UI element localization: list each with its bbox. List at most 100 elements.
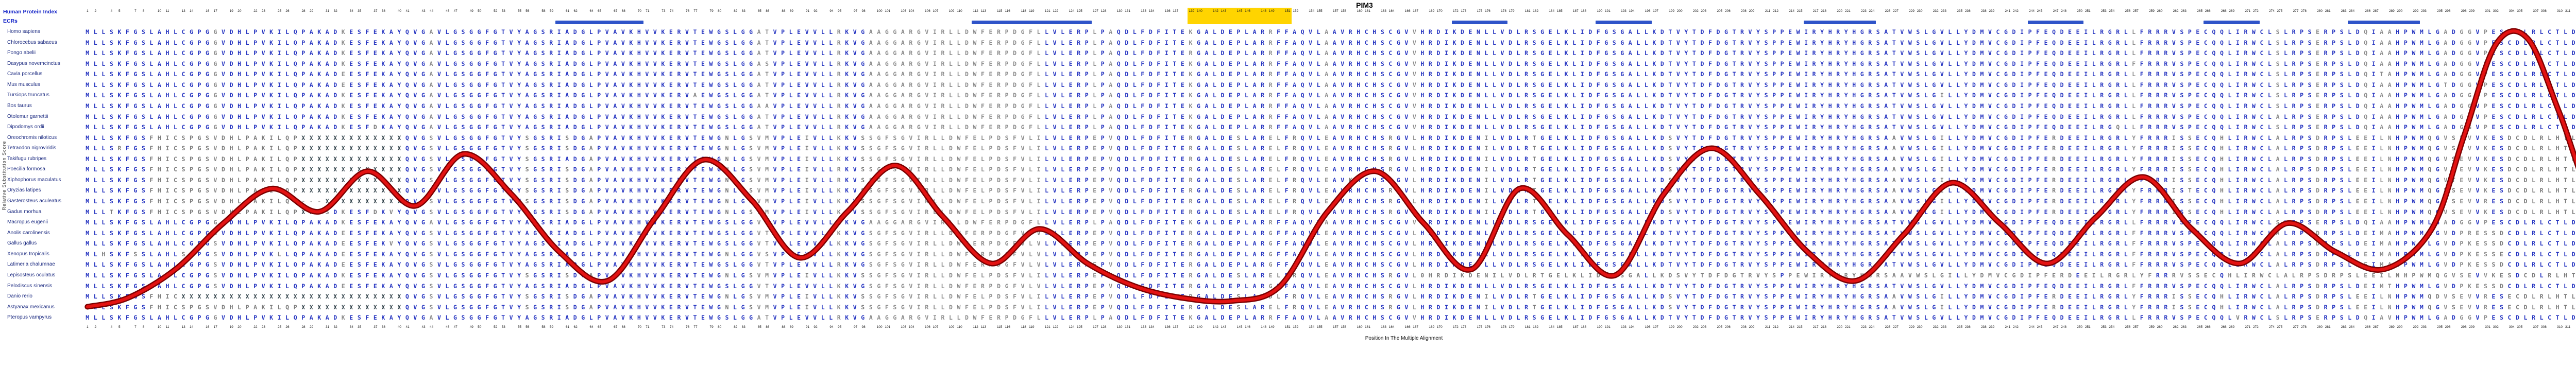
ecr-bar[interactable] (1451, 21, 1508, 24)
residue: A (901, 71, 905, 78)
residue: I (1804, 71, 1808, 78)
residue: G (741, 176, 745, 184)
ecr-bar[interactable] (971, 21, 1092, 24)
residue: C (1388, 81, 1393, 89)
residue: K (1189, 28, 1193, 36)
residue: L (149, 49, 154, 57)
residue: G (197, 145, 201, 152)
residue: Q (2212, 124, 2216, 131)
residue: H (1357, 71, 1361, 78)
residue: L (2523, 28, 2528, 36)
residue: I (1444, 92, 1448, 99)
residue: F (485, 92, 489, 99)
residue: E (2076, 145, 2080, 152)
selected-ecr-highlight[interactable] (1188, 8, 1292, 24)
residue: R (2156, 28, 2160, 36)
residue: K (845, 176, 849, 184)
residue: A (565, 113, 569, 120)
ruler-number: 164 (1388, 9, 1395, 13)
residue: Y (2132, 134, 2136, 142)
residue: K (1652, 49, 1656, 57)
residue: R (2156, 145, 2160, 152)
ecr-bar[interactable] (555, 21, 644, 24)
residue: L (2132, 102, 2136, 110)
residue: Q (1300, 145, 1304, 152)
residue: K (117, 166, 122, 173)
residue: R (1388, 134, 1393, 142)
residue: E (2316, 49, 2320, 57)
residue: L (789, 145, 793, 152)
residue: V (1500, 71, 1504, 78)
residue: L (1572, 134, 1577, 142)
residue: H (1828, 102, 1832, 110)
residue: T (1692, 124, 1696, 131)
residue: I (557, 28, 561, 36)
residue: M (1980, 71, 1984, 78)
residue: A (589, 155, 593, 163)
residue: G (1196, 155, 1200, 163)
ruler-number: 215 (1797, 9, 1803, 13)
residue: A (565, 28, 569, 36)
residue: S (357, 39, 361, 46)
residue: S (861, 134, 865, 142)
residue: R (1868, 145, 1872, 152)
residue: G (1196, 81, 1200, 89)
residue: W (973, 81, 977, 89)
residue: A (1109, 113, 1113, 120)
residue: G (1196, 28, 1200, 36)
residue: V (805, 124, 809, 131)
residue: C (2204, 113, 2208, 120)
residue: L (1412, 155, 1416, 163)
residue: A (525, 81, 529, 89)
ecr-bar[interactable] (1596, 21, 1652, 24)
residue: C (2516, 134, 2519, 142)
residue: V (653, 49, 657, 57)
residue: C (1996, 60, 2000, 67)
residue: Q (1116, 113, 1121, 120)
residue: S (2180, 28, 2184, 36)
residue: Q (405, 145, 409, 152)
residue: A (389, 81, 393, 89)
residue: F (965, 145, 969, 152)
residue: L (2284, 92, 2288, 99)
residue: P (781, 60, 785, 67)
ruler-number: 139 (1189, 9, 1195, 13)
ecr-bar[interactable] (2204, 21, 2260, 24)
ecr-bar[interactable] (1803, 21, 1876, 24)
ruler-number: 268 (2221, 9, 2227, 13)
residue: L (2268, 71, 2272, 78)
residue: D (2012, 134, 2016, 142)
residue: G (2004, 102, 2008, 110)
residue: K (117, 60, 122, 67)
residue: M (2419, 134, 2424, 142)
residue: A (1628, 166, 1632, 173)
residue: W (2412, 134, 2416, 142)
residue: K (1452, 71, 1456, 78)
residue: S (1532, 49, 1536, 57)
residue: D (222, 176, 225, 184)
residue: S (1380, 124, 1384, 131)
residue: G (421, 166, 425, 173)
residue: V (621, 81, 625, 89)
residue: D (2012, 71, 2016, 78)
residue: G (2435, 81, 2439, 89)
residue: T (1668, 28, 1672, 36)
residue: K (1189, 92, 1193, 99)
residue: R (1812, 102, 1816, 110)
residue: L (2092, 49, 2096, 57)
residue: G (206, 92, 209, 99)
ecr-bar[interactable] (2027, 21, 2084, 24)
residue: G (533, 39, 537, 46)
ecr-bar[interactable] (2347, 21, 2420, 24)
residue: C (181, 71, 185, 78)
residue: L (1948, 60, 1952, 67)
ruler-number: 29 (309, 9, 314, 13)
residue: Q (293, 28, 297, 36)
residue: R (1836, 60, 1840, 67)
residue: D (2355, 124, 2360, 131)
residue: W (2252, 145, 2256, 152)
residue: D (573, 49, 577, 57)
residue: A (1293, 81, 1297, 89)
residue: H (1420, 124, 1425, 131)
residue: S (141, 155, 145, 163)
